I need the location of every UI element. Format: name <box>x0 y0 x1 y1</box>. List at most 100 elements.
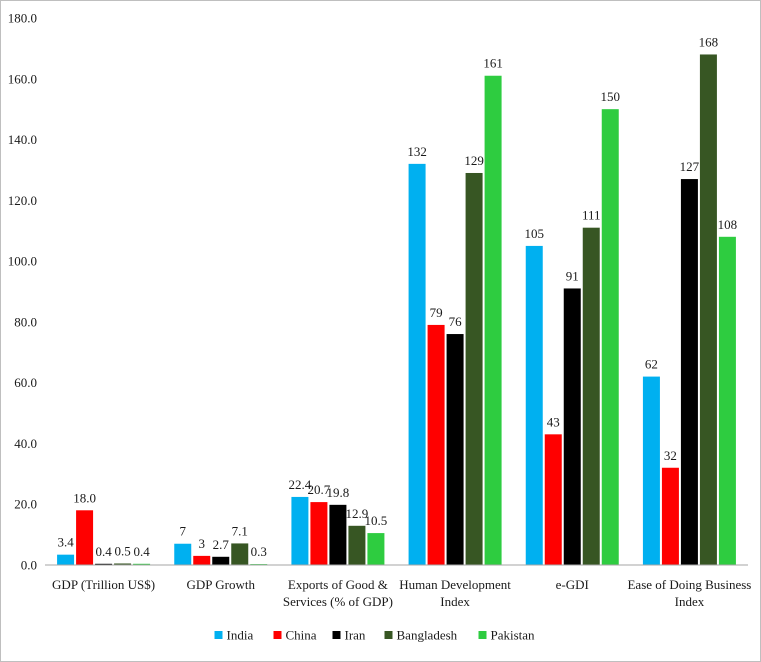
bar-india-1 <box>174 543 192 565</box>
legend-swatch <box>273 631 282 639</box>
legend-item-bangladesh: Bangladesh <box>384 628 458 643</box>
legend-swatch <box>384 631 393 639</box>
data-label: 43 <box>547 414 560 429</box>
bar-india-2 <box>291 496 309 565</box>
x-category-label-line: GDP Growth <box>187 577 256 592</box>
legend-label: India <box>227 628 254 643</box>
data-label: 0.4 <box>133 544 150 559</box>
legend-item-iran: Iran <box>332 628 366 643</box>
legend-label: Pakistan <box>491 628 536 643</box>
bar-iran-0 <box>95 563 113 565</box>
bar-iran-4 <box>563 288 581 565</box>
data-label: 0.5 <box>114 543 130 558</box>
x-category-label: Human Development Index <box>399 577 511 609</box>
data-labels: 3.4 18.0 0.4 0.5 0.4 73 2.77.10.3 22.420.719.8 1… <box>57 34 737 559</box>
bar-india-5 <box>642 376 660 565</box>
bar-pakistan-3 <box>484 75 502 565</box>
y-axis: 0.0 20.0 40.0 60.0 80.0 100.0 120.0 140.0 160.0 1… <box>8 11 37 573</box>
x-category-label-line: Services (% of GDP) <box>283 594 393 609</box>
bar-india-0 <box>57 554 75 565</box>
data-label: 129 <box>464 153 484 168</box>
legend-label: Iran <box>345 628 366 643</box>
x-category-label: Exports of Good & Services (% of GDP) <box>283 577 393 609</box>
data-label: 150 <box>601 89 621 104</box>
data-label: 161 <box>483 56 503 71</box>
bar-india-3 <box>408 163 426 565</box>
legend-item-india: India <box>214 628 254 643</box>
x-category-label: GDP (Trillion US$) <box>52 577 155 592</box>
x-category-label-line: Index <box>440 594 470 609</box>
bar-china-3 <box>427 324 445 565</box>
y-tick-label: 0.0 <box>21 558 37 573</box>
x-axis: GDP (Trillion US$) GDP Growth Exports of G… <box>52 577 751 609</box>
bar-pakistan-5 <box>718 236 736 566</box>
legend-swatch <box>214 631 223 639</box>
y-tick-label: 60.0 <box>14 375 37 390</box>
bar-china-5 <box>661 467 679 565</box>
bar-bangladesh-5 <box>699 54 717 565</box>
data-label: 10.5 <box>365 513 388 528</box>
bar-iran-1 <box>212 556 230 565</box>
data-label: 79 <box>430 305 443 320</box>
legend-label: China <box>286 628 317 643</box>
y-tick-label: 120.0 <box>8 193 37 208</box>
bar-iran-2 <box>329 504 347 565</box>
bar-pakistan-2 <box>367 533 385 565</box>
y-tick-label: 180.0 <box>8 11 37 26</box>
x-category-label-line: GDP (Trillion US$) <box>52 577 155 592</box>
bar-iran-3 <box>446 334 464 565</box>
data-label: 22.4 <box>289 477 312 492</box>
bar-bangladesh-3 <box>465 172 483 565</box>
x-category-label-line: Index <box>675 594 705 609</box>
bar-bangladesh-0 <box>114 563 132 565</box>
data-label: 111 <box>582 208 601 223</box>
data-label: 127 <box>680 159 700 174</box>
bar-china-4 <box>544 434 562 565</box>
x-category-label: e-GDI <box>556 577 589 592</box>
bar-china-2 <box>310 502 328 565</box>
x-category-label: Ease of Doing Business Index <box>627 577 751 609</box>
bar-pakistan-4 <box>601 109 619 566</box>
data-label: 19.8 <box>327 485 350 500</box>
data-label: 168 <box>699 34 719 49</box>
data-label: 3 <box>199 536 206 551</box>
data-label: 3.4 <box>57 535 74 550</box>
bar-iran-5 <box>680 179 698 566</box>
x-category-label-line: e-GDI <box>556 577 589 592</box>
data-label: 32 <box>664 448 677 463</box>
data-label: 62 <box>645 357 658 372</box>
y-tick-label: 20.0 <box>14 497 37 512</box>
x-category-label-line: Exports of Good & <box>288 577 388 592</box>
legend: India China Iran Bangladesh Pakistan <box>214 628 536 643</box>
x-category-label-line: Ease of Doing Business <box>627 577 751 592</box>
data-label: 91 <box>566 268 579 283</box>
bar-china-0 <box>76 510 94 565</box>
legend-swatch <box>332 631 341 639</box>
bar-bangladesh-2 <box>348 525 366 565</box>
y-tick-label: 40.0 <box>14 436 37 451</box>
data-label: 132 <box>407 144 427 159</box>
y-tick-label: 140.0 <box>8 132 37 147</box>
bar-china-1 <box>193 555 211 565</box>
data-label: 108 <box>718 217 738 232</box>
legend-item-china: China <box>273 628 317 643</box>
bar-india-4 <box>525 245 543 565</box>
data-label: 7 <box>180 524 187 539</box>
data-label: 7.1 <box>232 523 248 538</box>
x-category-label: GDP Growth <box>187 577 256 592</box>
legend-label: Bangladesh <box>397 628 458 643</box>
y-tick-label: 100.0 <box>8 254 37 269</box>
bar-pakistan-0 <box>133 563 151 565</box>
bar-bangladesh-4 <box>582 227 600 565</box>
data-label: 76 <box>449 314 463 329</box>
y-tick-label: 160.0 <box>8 71 37 86</box>
y-tick-label: 80.0 <box>14 314 37 329</box>
data-label: 20.7 <box>308 482 331 497</box>
data-label: 0.4 <box>95 544 112 559</box>
data-label: 12.9 <box>346 506 369 521</box>
x-category-label-line: Human Development <box>399 577 511 592</box>
data-label: 105 <box>525 226 545 241</box>
legend-swatch <box>478 631 487 639</box>
data-label: 2.7 <box>213 537 230 552</box>
